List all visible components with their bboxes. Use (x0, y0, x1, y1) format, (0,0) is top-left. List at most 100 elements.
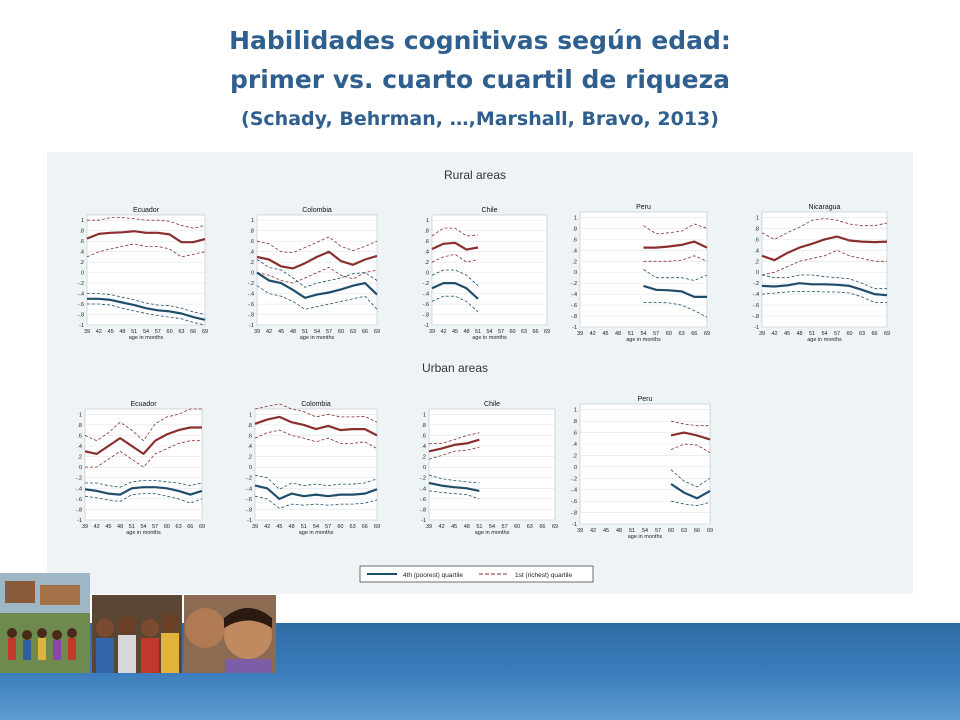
x-tick-label: 57 (326, 329, 332, 335)
x-axis-label: age in months (300, 335, 335, 341)
y-tick-label: -1 (421, 518, 426, 524)
y-tick-label: -.2 (248, 281, 254, 287)
legend-poorest-label: 4th (poorest) quartile (403, 572, 463, 579)
y-tick-label: .6 (754, 237, 759, 243)
x-tick-label: 57 (655, 528, 661, 534)
poorest-ci-bound-line (431, 295, 479, 313)
section-title-rural: Rural areas (444, 168, 506, 182)
poorest-series-line (643, 284, 707, 298)
y-tick-label: 0 (426, 271, 429, 277)
x-tick-label: 63 (679, 331, 685, 337)
x-tick-label: 48 (796, 331, 802, 337)
y-tick-label: -.2 (420, 476, 426, 482)
x-tick-label: 42 (440, 329, 446, 335)
y-tick-label: 1 (423, 412, 426, 418)
y-tick-label: .6 (424, 239, 429, 245)
subplot-title: Colombia (301, 401, 331, 408)
y-tick-label: .4 (77, 444, 82, 450)
x-tick-label: 63 (527, 524, 533, 530)
y-tick-label: -1 (247, 518, 252, 524)
y-tick-label: -.2 (423, 281, 429, 287)
poorest-ci-bound-line (87, 293, 206, 315)
richest-ci-upper-line (431, 227, 479, 237)
x-tick-label: 45 (452, 329, 458, 335)
x-tick-label: 60 (509, 329, 515, 335)
y-tick-label: .8 (754, 226, 759, 232)
y-tick-label: .2 (77, 455, 82, 461)
y-tick-label: 0 (79, 465, 82, 471)
x-tick-label: 69 (199, 524, 205, 530)
subplot-rural-chile: 1 .8 .6 .4 .2 0 -.2 -.4 -.6 -.8 -139 42 45 48 51 54 57 60… (423, 207, 550, 341)
y-tick-label: -1 (572, 325, 577, 331)
title-line-2: primer vs. cuarto cuartil de riqueza (230, 65, 730, 94)
richest-ci-lower-line (254, 429, 378, 449)
subplot-title: Peru (636, 204, 651, 211)
x-tick-label: 63 (859, 331, 865, 337)
x-tick-label: 39 (84, 329, 90, 335)
x-tick-label: 60 (514, 524, 520, 530)
x-tick-label: 48 (464, 524, 470, 530)
x-tick-label: 57 (155, 329, 161, 335)
richest-ci-upper-line (670, 443, 711, 453)
x-tick-label: 66 (694, 528, 700, 534)
x-tick-label: 48 (290, 329, 296, 335)
x-tick-label: 66 (190, 329, 196, 335)
x-tick-label: 57 (325, 524, 331, 530)
y-tick-label: .2 (249, 260, 254, 266)
y-tick-label: -.2 (78, 281, 84, 287)
richest-ci-lower-line (431, 253, 479, 263)
y-tick-label: 0 (251, 271, 254, 277)
y-tick-label: .6 (572, 237, 577, 243)
y-tick-label: 0 (574, 270, 577, 276)
subplot-title: Colombia (302, 207, 332, 214)
x-tick-label: 51 (301, 524, 307, 530)
x-tick-label: 69 (704, 331, 710, 337)
x-tick-label: 42 (94, 524, 100, 530)
y-tick-label: .8 (572, 226, 577, 232)
x-tick-label: 39 (426, 524, 432, 530)
y-tick-label: -.6 (753, 303, 759, 309)
x-tick-label: 45 (451, 524, 457, 530)
y-tick-label: .6 (421, 433, 426, 439)
richest-series-line (643, 240, 708, 249)
y-tick-label: -1 (77, 518, 82, 524)
richest-ci-upper-line (254, 403, 378, 423)
poorest-ci-bound-line (761, 274, 887, 290)
x-tick-label: 45 (603, 528, 609, 534)
y-tick-label: -.6 (571, 303, 577, 309)
poorest-series-line (84, 486, 203, 496)
y-tick-label: .2 (247, 455, 252, 461)
x-tick-label: 39 (577, 331, 583, 337)
y-tick-label: .2 (572, 259, 577, 265)
richest-series-line (670, 431, 711, 441)
y-tick-label: 1 (756, 215, 759, 221)
y-tick-label: -.2 (753, 281, 759, 287)
richest-ci-lower-line (761, 249, 887, 276)
richest-ci-lower-line (256, 267, 378, 284)
richest-ci-upper-line (761, 218, 888, 240)
richest-ci-lower-line (670, 420, 710, 427)
subplot-urban-chile: 1 .8 .6 .4 .2 0 -.2 -.4 -.6 -.8 -139 42 45 48 51 54 57 60… (420, 401, 558, 536)
y-tick-label: 0 (81, 271, 84, 277)
y-tick-label: .4 (421, 444, 426, 450)
y-tick-label: 1 (81, 218, 84, 224)
y-tick-label: -.8 (423, 313, 429, 319)
x-tick-label: 66 (691, 331, 697, 337)
x-tick-label: 39 (254, 329, 260, 335)
x-tick-label: 66 (187, 524, 193, 530)
y-tick-label: -.4 (423, 292, 429, 298)
richest-series-line (256, 250, 378, 270)
poorest-ci-bound-line (256, 259, 378, 288)
y-tick-label: 1 (574, 215, 577, 221)
subplot-urban-colombia: 1 .8 .6 .4 .2 0 -.2 -.4 -.6 -.8 -139 42 45 48 51 54 57 60… (246, 401, 380, 536)
y-tick-label: 0 (574, 465, 577, 471)
richest-series-line (428, 438, 480, 453)
x-tick-label: 42 (590, 528, 596, 534)
x-tick-label: 39 (759, 331, 765, 337)
x-tick-label: 57 (502, 524, 508, 530)
x-axis-label: age in months (475, 530, 510, 536)
y-tick-label: -.6 (76, 497, 82, 503)
y-tick-label: -.4 (571, 292, 577, 298)
title-citation: (Schady, Behrman, …,Marshall, Bravo, 201… (241, 108, 719, 130)
y-tick-label: .4 (79, 250, 84, 256)
